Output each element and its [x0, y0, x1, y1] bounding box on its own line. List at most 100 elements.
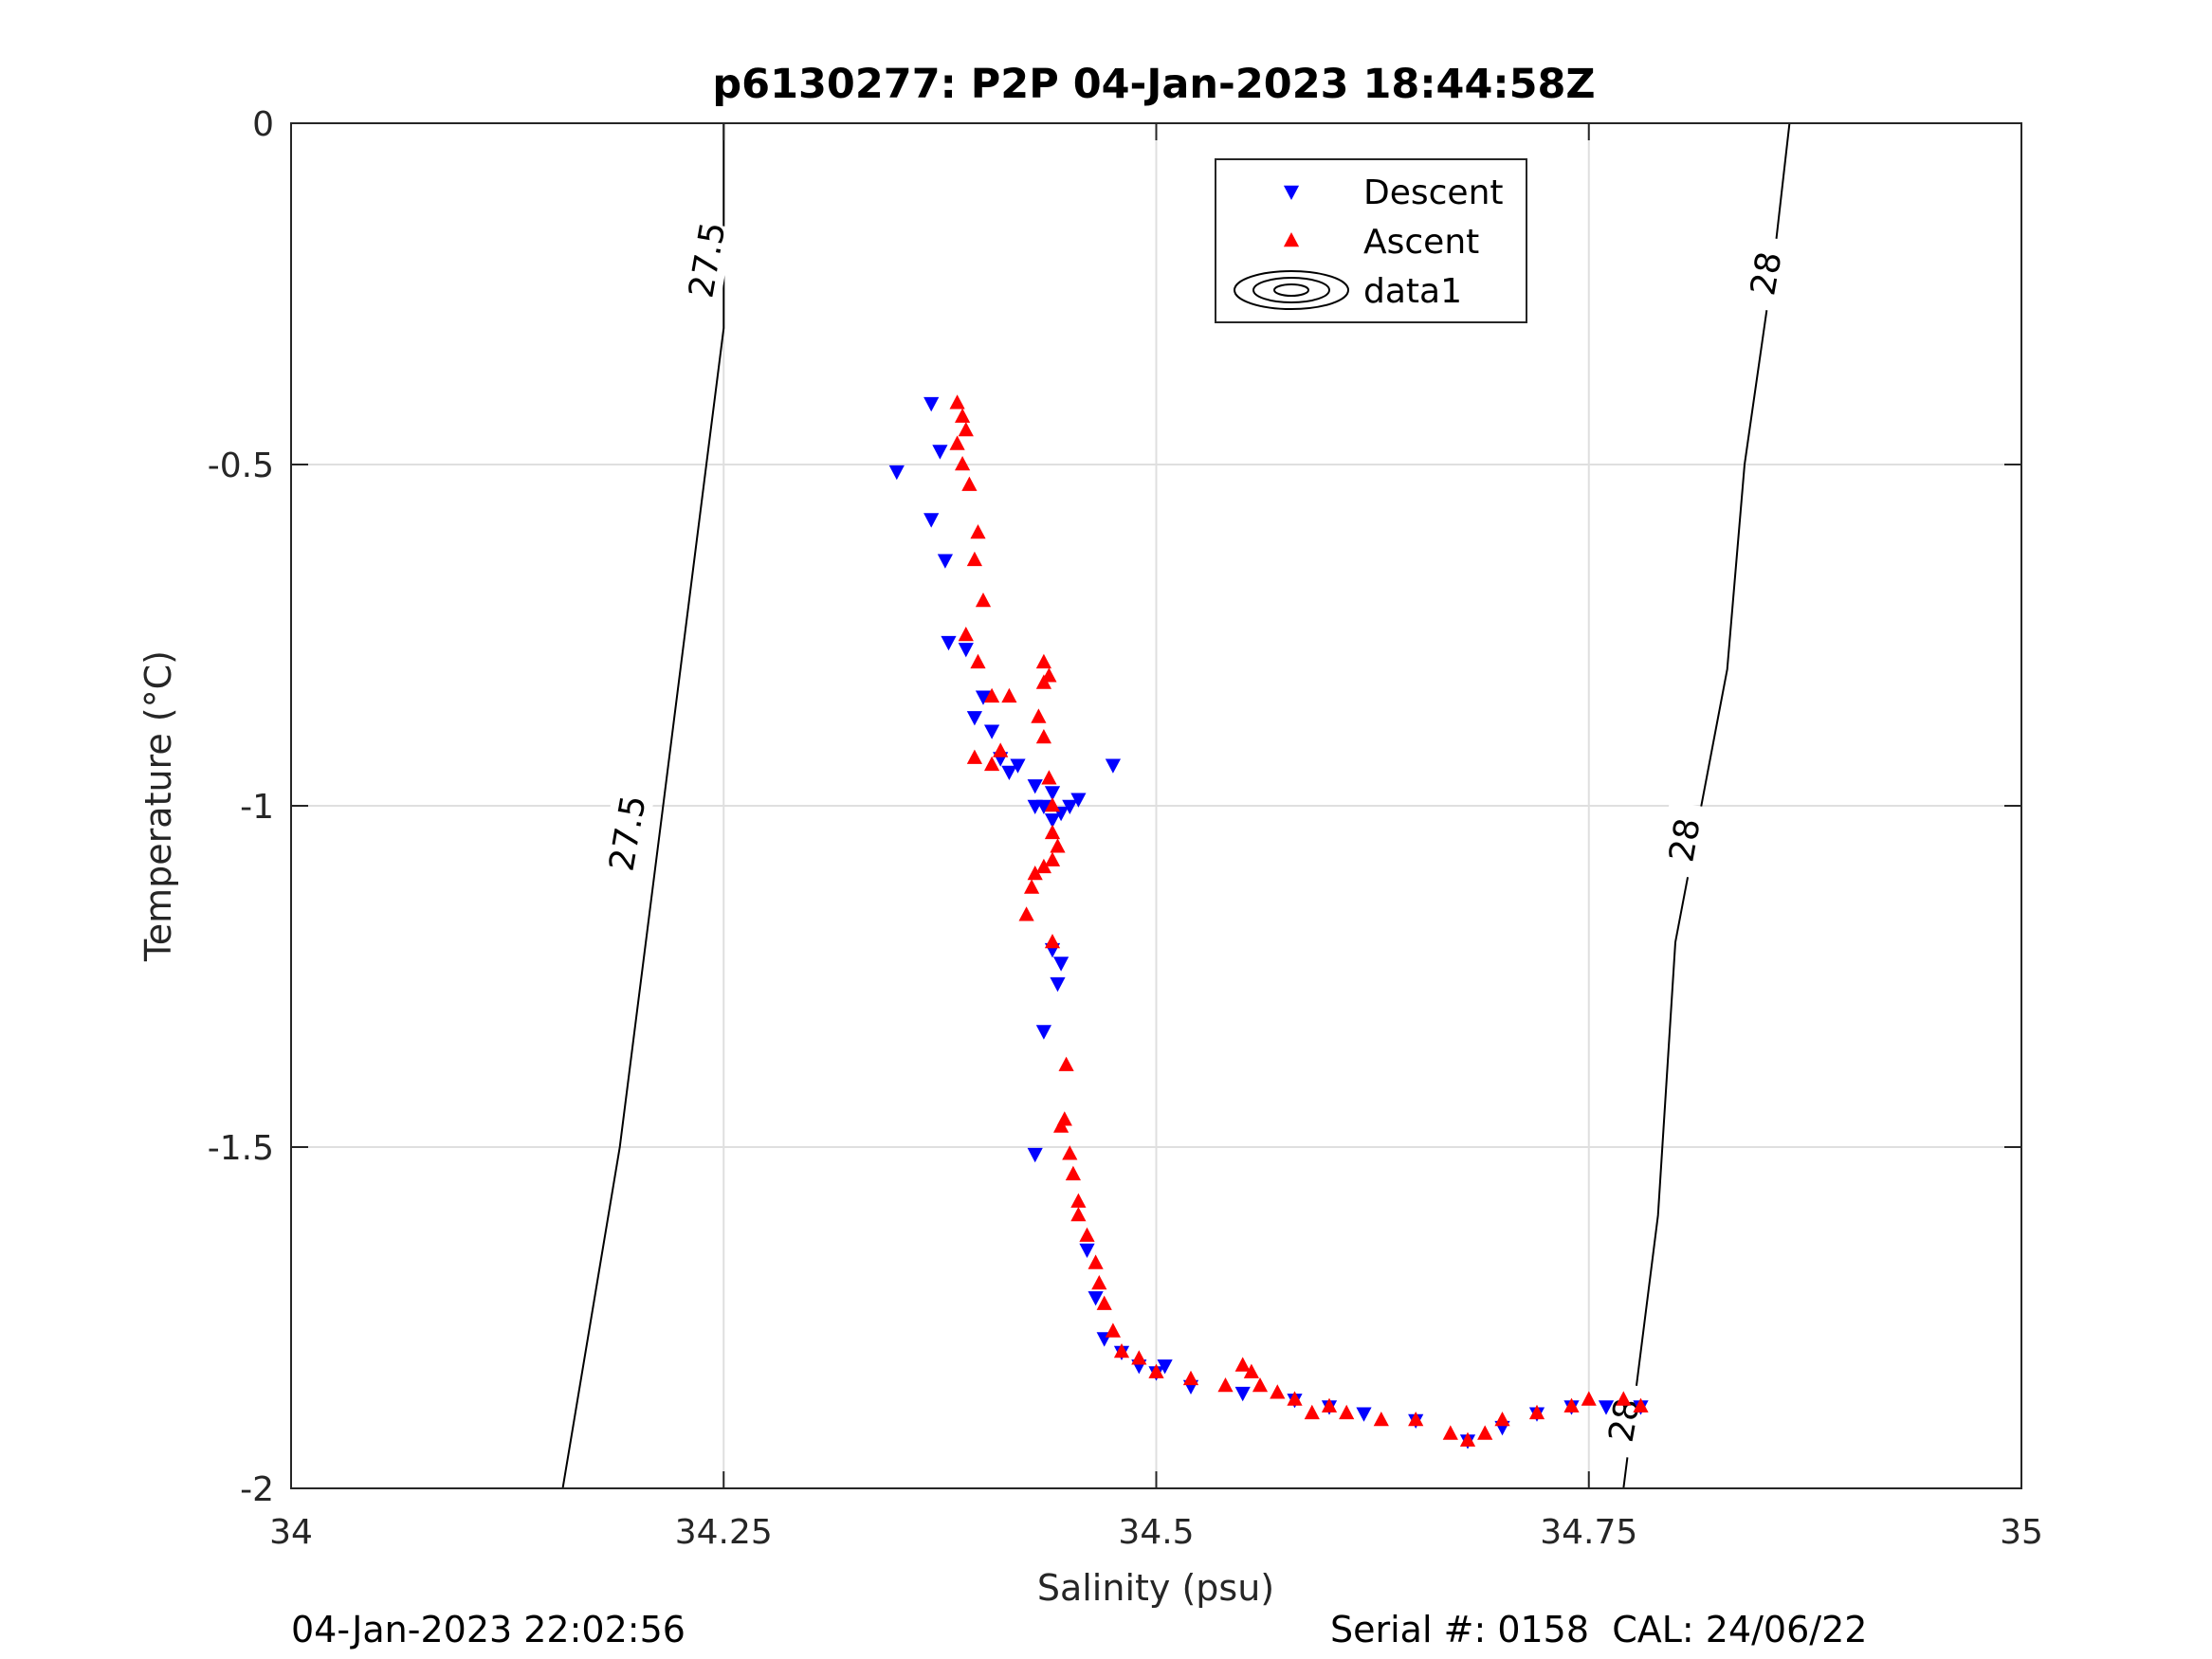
legend-label-descent: Descent: [1363, 173, 1504, 212]
descent-point: [1079, 1243, 1095, 1258]
descent-point: [1010, 758, 1026, 774]
descent-point: [923, 396, 940, 412]
ascent-point: [1088, 1254, 1104, 1269]
ascent-point: [955, 408, 971, 423]
y-tick-label: -1: [240, 788, 274, 827]
ascent-point: [1105, 1322, 1121, 1338]
ascent-point: [958, 627, 974, 642]
legend-label-ascent: Ascent: [1363, 223, 1479, 262]
chart-title: p6130277: P2P 04-Jan-2023 18:44:58Z: [712, 61, 1595, 108]
contour-line-27-5: [561, 123, 725, 1489]
ascent-point: [1001, 687, 1017, 703]
y-tick-label: -1.5: [208, 1129, 274, 1168]
ascent-point: [1058, 1056, 1074, 1071]
ascent-point: [1131, 1350, 1147, 1365]
ascent-point: [1044, 851, 1061, 866]
ascent-point: [1070, 1207, 1087, 1222]
descent-point: [1001, 765, 1017, 780]
ascent-series: [949, 394, 1649, 1447]
contour-label-background: [1738, 234, 1793, 313]
descent-point: [966, 711, 982, 726]
ascent-point: [984, 756, 1000, 772]
ascent-point: [1459, 1431, 1476, 1447]
ascent-point: [1044, 824, 1061, 840]
ascent-point: [1096, 1295, 1112, 1310]
descent-point: [941, 635, 957, 651]
ascent-point: [955, 456, 971, 471]
ascent-point: [1044, 797, 1061, 812]
ascent-point: [993, 742, 1009, 757]
ascent-point: [1035, 729, 1051, 744]
ascent-point: [1321, 1397, 1338, 1413]
legend-marker-ascent: [1283, 232, 1300, 247]
descent-point: [923, 513, 940, 528]
x-tick-label: 34: [269, 1513, 313, 1552]
ascent-point: [1065, 1165, 1081, 1181]
ascent-point: [1035, 653, 1051, 669]
contour-label: 28: [1662, 815, 1708, 865]
ascent-point: [1091, 1275, 1107, 1290]
ascent-point: [1581, 1391, 1597, 1406]
grid-lines: [291, 123, 2021, 1488]
descent-point: [1088, 1291, 1104, 1306]
ascent-point: [1616, 1391, 1632, 1406]
contour-label-background: [1656, 800, 1711, 880]
ascent-point: [1041, 667, 1057, 683]
descent-point: [1044, 786, 1061, 801]
contour-label: 28: [1744, 249, 1789, 299]
ascent-point: [1027, 866, 1043, 881]
legend-contour-icon: [1234, 270, 1349, 310]
descent-point: [1035, 1025, 1051, 1040]
ascent-point: [975, 592, 992, 608]
footer-serial-cal: Serial #: 0158 CAL: 24/06/22: [1330, 1609, 1867, 1650]
ascent-point: [970, 653, 986, 669]
ascent-point: [1024, 879, 1040, 894]
ascent-point: [1252, 1377, 1269, 1393]
ascent-point: [1477, 1425, 1493, 1440]
x-tick-label: 34.25: [675, 1513, 773, 1552]
descent-point: [1062, 799, 1078, 814]
y-tick-label: -0.5: [208, 447, 274, 485]
descent-point: [932, 445, 948, 460]
ascent-point: [984, 687, 1000, 703]
legend: Descent Ascent data1: [1215, 158, 1527, 323]
ascent-point: [1304, 1404, 1320, 1420]
descent-point: [1027, 1147, 1043, 1163]
contour-label-background: [679, 220, 734, 300]
ascent-point: [1287, 1391, 1303, 1406]
ascent-point: [1113, 1343, 1130, 1358]
descent-point: [1027, 779, 1043, 794]
x-axis-label: Salinity (psu): [1037, 1567, 1274, 1609]
ascent-point: [1270, 1384, 1286, 1399]
ascent-point: [1062, 1145, 1078, 1160]
legend-contour-ellipse: [1252, 277, 1330, 303]
y-axis-ticks: 0 -0.5 -1 -1.5 -2: [208, 105, 2021, 1509]
ascent-point: [1148, 1363, 1164, 1378]
descent-point: [1598, 1400, 1615, 1415]
ascent-point: [949, 394, 965, 410]
ascent-point: [1563, 1397, 1580, 1413]
ascent-point: [966, 749, 982, 764]
ascent-point: [1528, 1404, 1545, 1420]
legend-marker-descent: [1283, 185, 1300, 200]
x-axis-ticks: 34 34.25 34.5 34.75 35: [269, 123, 2043, 1552]
descent-point: [937, 554, 953, 569]
ascent-point: [1243, 1363, 1259, 1378]
descent-point: [1027, 799, 1043, 814]
ascent-point: [1373, 1412, 1389, 1427]
ascent-point: [1070, 1193, 1087, 1208]
footer-timestamp: 04-Jan-2023 22:02:56: [291, 1609, 686, 1650]
y-tick-label: 0: [252, 105, 274, 144]
contour-label-group: 28: [1738, 234, 1793, 313]
descent-point: [1356, 1407, 1372, 1422]
ascent-point: [970, 524, 986, 539]
ascent-point: [1339, 1404, 1355, 1420]
ascent-point: [1442, 1425, 1458, 1440]
y-axis-label: Temperature (°C): [137, 650, 179, 962]
ascent-point: [1053, 1118, 1069, 1133]
ascent-point: [1217, 1377, 1234, 1393]
descent-point: [1070, 793, 1087, 808]
ascent-point: [1031, 708, 1047, 723]
x-tick-label: 34.75: [1540, 1513, 1637, 1552]
